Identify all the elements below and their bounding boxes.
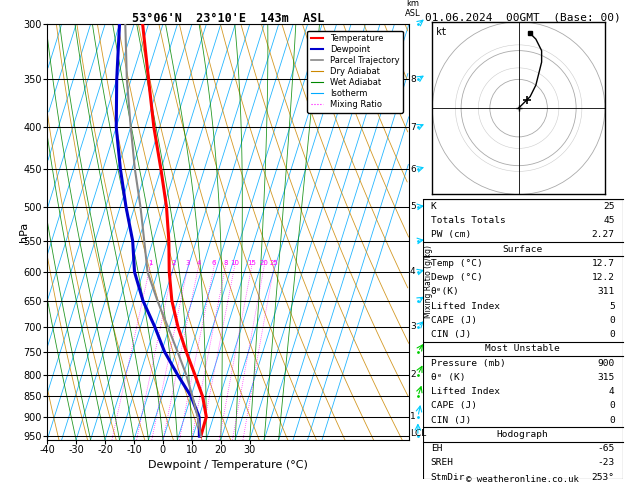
Text: 315: 315: [598, 373, 615, 382]
X-axis label: Dewpoint / Temperature (°C): Dewpoint / Temperature (°C): [148, 460, 308, 469]
Text: 10: 10: [230, 260, 239, 266]
Text: 12.2: 12.2: [592, 273, 615, 282]
Text: km
ASL: km ASL: [404, 0, 420, 18]
Text: 25: 25: [603, 202, 615, 211]
Text: K: K: [431, 202, 437, 211]
Text: 8: 8: [410, 75, 416, 84]
Text: Lifted Index: Lifted Index: [431, 302, 499, 311]
Text: 253°: 253°: [592, 473, 615, 482]
Text: 0: 0: [609, 316, 615, 325]
Text: 25: 25: [270, 260, 279, 266]
Text: 0: 0: [609, 416, 615, 425]
Text: Surface: Surface: [503, 244, 543, 254]
Text: 53°06'N  23°10'E  143m  ASL: 53°06'N 23°10'E 143m ASL: [132, 12, 324, 25]
Text: Totals Totals: Totals Totals: [431, 216, 506, 225]
Text: 3: 3: [186, 260, 190, 266]
Text: 4: 4: [196, 260, 201, 266]
Text: 01.06.2024  00GMT  (Base: 00): 01.06.2024 00GMT (Base: 00): [425, 12, 621, 22]
Text: StmDir: StmDir: [431, 473, 465, 482]
Text: SREH: SREH: [431, 458, 454, 468]
Text: 2: 2: [410, 370, 416, 379]
Text: Dewp (°C): Dewp (°C): [431, 273, 482, 282]
Text: 5: 5: [609, 302, 615, 311]
Text: 4: 4: [410, 267, 416, 277]
Text: 0: 0: [609, 401, 615, 410]
Text: EH: EH: [431, 444, 442, 453]
Text: 900: 900: [598, 359, 615, 367]
Text: 1: 1: [410, 412, 416, 421]
Text: CIN (J): CIN (J): [431, 416, 471, 425]
Text: 3: 3: [410, 323, 416, 331]
Text: Hodograph: Hodograph: [497, 430, 548, 439]
Text: CAPE (J): CAPE (J): [431, 316, 477, 325]
Text: 1: 1: [148, 260, 152, 266]
Text: 0: 0: [609, 330, 615, 339]
Text: CIN (J): CIN (J): [431, 330, 471, 339]
Text: hPa: hPa: [19, 222, 29, 242]
Text: kt: kt: [436, 27, 448, 37]
Text: θᵉ(K): θᵉ(K): [431, 287, 459, 296]
Text: 311: 311: [598, 287, 615, 296]
Text: -23: -23: [598, 458, 615, 468]
Text: 15: 15: [247, 260, 256, 266]
Text: 2: 2: [171, 260, 175, 266]
Text: Pressure (mb): Pressure (mb): [431, 359, 506, 367]
Text: 6: 6: [410, 165, 416, 174]
Text: © weatheronline.co.uk: © weatheronline.co.uk: [466, 474, 579, 484]
Legend: Temperature, Dewpoint, Parcel Trajectory, Dry Adiabat, Wet Adiabat, Isotherm, Mi: Temperature, Dewpoint, Parcel Trajectory…: [308, 31, 403, 113]
Text: Lifted Index: Lifted Index: [431, 387, 499, 396]
Text: Mixing Ratio (g/kg): Mixing Ratio (g/kg): [424, 245, 433, 318]
Text: θᵉ (K): θᵉ (K): [431, 373, 465, 382]
Text: 4: 4: [609, 387, 615, 396]
Text: LCL: LCL: [410, 429, 426, 438]
Text: 6: 6: [212, 260, 216, 266]
Text: 20: 20: [260, 260, 269, 266]
Text: Temp (°C): Temp (°C): [431, 259, 482, 268]
Text: 45: 45: [603, 216, 615, 225]
Text: CAPE (J): CAPE (J): [431, 401, 477, 410]
Text: 2.27: 2.27: [592, 230, 615, 240]
Text: 12.7: 12.7: [592, 259, 615, 268]
Text: Most Unstable: Most Unstable: [486, 345, 560, 353]
Text: 7: 7: [410, 122, 416, 132]
Text: -65: -65: [598, 444, 615, 453]
Text: 5: 5: [410, 202, 416, 211]
Text: PW (cm): PW (cm): [431, 230, 471, 240]
Text: 8: 8: [223, 260, 228, 266]
